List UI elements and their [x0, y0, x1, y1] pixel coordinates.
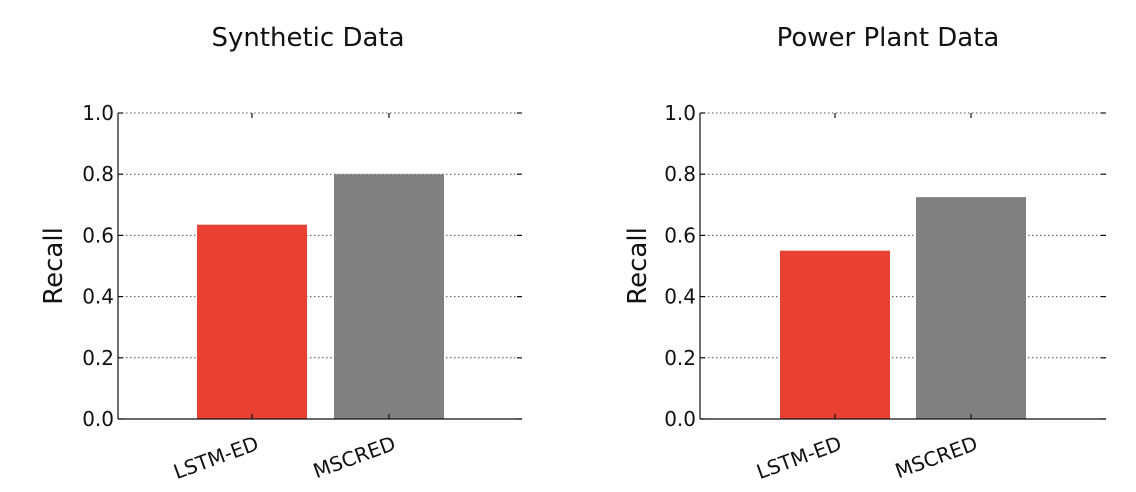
bar-lstm-ed	[197, 224, 307, 419]
x-tick-labels: LSTM-ED MSCRED	[170, 431, 398, 484]
bar-mscred	[916, 197, 1026, 419]
x-tick-label: MSCRED	[892, 431, 981, 483]
bar-mscred	[334, 174, 444, 419]
y-axis-label: Recall	[623, 227, 653, 305]
y-tick-label: 0.8	[664, 162, 696, 186]
chart-title: Synthetic Data	[211, 23, 404, 53]
y-tick-label: 0.2	[82, 346, 114, 370]
y-tick-label: 0.0	[664, 407, 696, 431]
y-tick-label: 0.6	[82, 223, 114, 247]
bar-layer	[780, 197, 1026, 419]
chart-power-plant: Power Plant Data Recall 0.0 0.2 0.4 0.6 0.8 1…	[623, 23, 1106, 484]
axis-layer	[117, 112, 522, 420]
grid-layer	[700, 112, 1106, 420]
y-axis-label: Recall	[39, 227, 69, 305]
y-tick-label: 0.4	[82, 285, 114, 309]
chart-synthetic: Synthetic Data Recall 0.0 0.2 0.4 0.6 0.8 1.0…	[39, 23, 522, 484]
x-tick-label: MSCRED	[310, 431, 399, 483]
bar-layer	[197, 174, 444, 419]
x-tick-labels: LSTM-ED MSCRED	[753, 431, 980, 484]
x-tick-label: LSTM-ED	[170, 431, 261, 484]
y-tick-label: 1.0	[664, 101, 696, 125]
y-tick-label: 0.6	[664, 223, 696, 247]
bar-lstm-ed	[780, 250, 890, 419]
y-tick-label: 0.0	[82, 407, 114, 431]
y-tick-labels: 0.0 0.2 0.4 0.6 0.8 1.0	[664, 101, 696, 431]
y-tick-label: 0.8	[82, 162, 114, 186]
y-tick-label: 0.4	[664, 285, 696, 309]
y-tick-label: 0.2	[664, 346, 696, 370]
x-tick-label: LSTM-ED	[753, 431, 844, 484]
y-tick-labels: 0.0 0.2 0.4 0.6 0.8 1.0	[82, 101, 114, 431]
axis-layer	[699, 112, 1106, 420]
chart-title: Power Plant Data	[777, 23, 1000, 53]
grid-layer	[118, 112, 522, 420]
y-tick-label: 1.0	[82, 101, 114, 125]
